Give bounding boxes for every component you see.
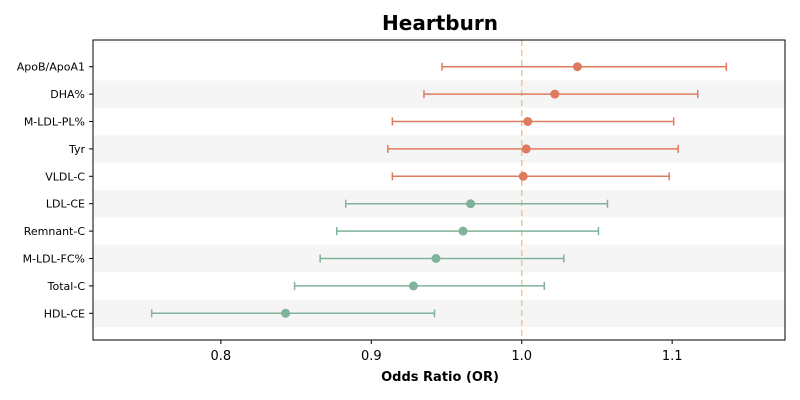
- y-tick-label: Remnant-C: [24, 225, 86, 238]
- y-tick-label: Total-C: [47, 280, 86, 293]
- x-tick-label: 0.8: [211, 349, 232, 364]
- y-tick-label: M-LDL-PL%: [24, 116, 85, 129]
- y-tick-label: ApoB/ApoA1: [17, 61, 85, 74]
- x-tick-label: 0.9: [361, 349, 382, 364]
- x-tick-label: 1.0: [511, 349, 532, 364]
- x-tick-label: 1.1: [662, 349, 683, 364]
- point-estimate: [408, 281, 418, 291]
- point-estimate: [521, 144, 531, 154]
- y-tick-label: HDL-CE: [44, 307, 85, 320]
- chart-title: Heartburn: [382, 11, 498, 35]
- y-tick-label: DHA%: [50, 88, 85, 101]
- point-estimate: [466, 199, 476, 209]
- point-estimate: [458, 226, 468, 236]
- point-estimate: [523, 117, 533, 126]
- y-tick-label: LDL-CE: [46, 198, 85, 211]
- x-axis-label: Odds Ratio (OR): [381, 370, 499, 385]
- point-estimate: [550, 89, 560, 99]
- point-estimate: [431, 254, 441, 263]
- point-estimate: [281, 308, 291, 318]
- plot-frame: [92, 39, 786, 341]
- point-estimate: [518, 171, 528, 181]
- y-tick-label: Tyr: [68, 143, 86, 156]
- plot-area: ApoB/ApoA1 DHA% M-LDL-PL% Tyr VLDL-C LDL-CE Re…: [17, 39, 786, 364]
- point-estimate: [572, 62, 582, 72]
- y-tick-label: VLDL-C: [45, 170, 85, 183]
- y-tick-label: M-LDL-FC%: [23, 253, 85, 266]
